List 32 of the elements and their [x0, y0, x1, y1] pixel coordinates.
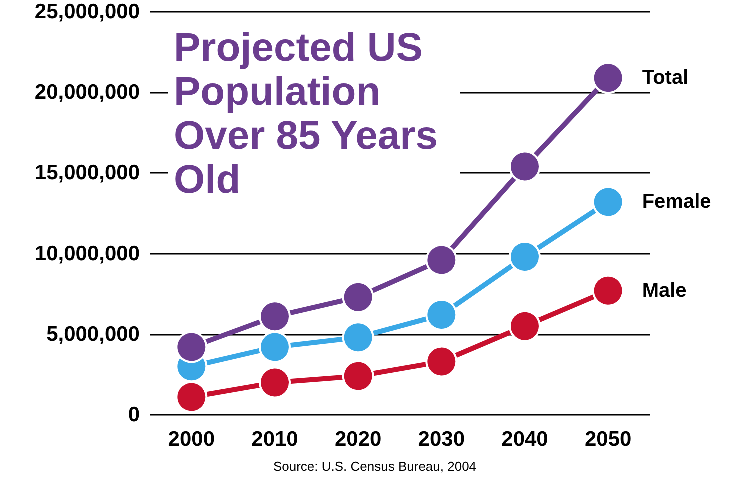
- point: [426, 244, 458, 276]
- series-label: Female: [642, 191, 712, 214]
- x-tick-label: 2020: [334, 428, 382, 451]
- point: [259, 331, 291, 364]
- point: [592, 274, 624, 307]
- point: [509, 310, 541, 342]
- x-tick-label: 2010: [252, 428, 298, 451]
- source-note: Source: U.S. Census Bureau, 2004: [273, 459, 477, 474]
- point: [176, 381, 208, 414]
- x-tick-label: 2050: [584, 428, 632, 451]
- point: [426, 346, 458, 378]
- point: [259, 366, 291, 399]
- series-label: Male: [642, 280, 687, 302]
- y-tick-label: 5,000,000: [46, 322, 140, 346]
- y-tick-label: 20,000,000: [34, 81, 140, 104]
- x-tick-label: 2040: [502, 428, 548, 451]
- text: Projected US Population Over 85 Years Old: [174, 26, 450, 202]
- x-tick-label: 2030: [418, 428, 466, 451]
- x-tick-label: 2000: [168, 428, 216, 451]
- point: [592, 186, 624, 218]
- point: [342, 322, 374, 354]
- point: [592, 62, 624, 94]
- y-tick-label: 25,000,000: [34, 0, 140, 24]
- y-tick-label: 0: [128, 404, 140, 426]
- point: [259, 300, 291, 333]
- point: [342, 360, 374, 392]
- y-tick-label: 10,000,000: [34, 242, 140, 266]
- series-label: Total: [642, 67, 689, 90]
- point: [176, 331, 208, 364]
- y-tick-label: 15,000,000: [34, 162, 140, 185]
- point: [342, 281, 374, 314]
- point: [509, 150, 541, 183]
